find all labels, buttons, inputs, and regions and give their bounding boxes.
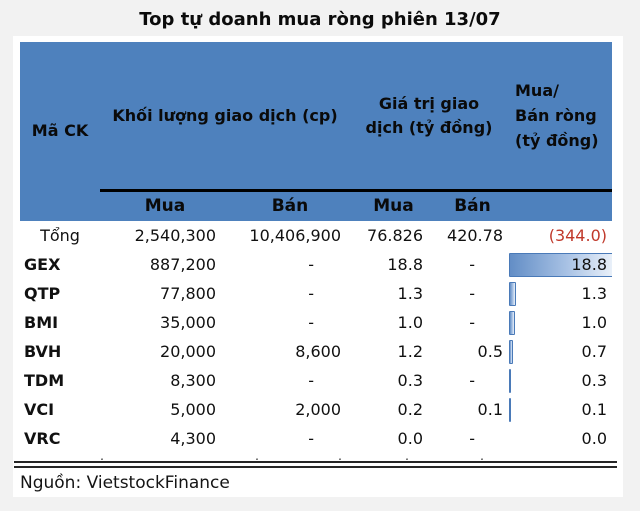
page: Top tự doanh mua ròng phiên 13/07 Mã CK … [13, 9, 623, 497]
table-row: QTP 77,800 - 1.3 - 1.3 [20, 279, 612, 308]
cell-code: VCI [24, 400, 55, 419]
cell-code: BMI [24, 313, 59, 332]
subheader-spacer [20, 189, 100, 221]
cell-vol-buy: 887,200 [149, 255, 216, 274]
net-value: 18.8 [571, 255, 607, 274]
header-row-sub: Mua Bán Mua Bán [20, 189, 612, 221]
cell-val-buy: 1.3 [397, 284, 423, 303]
cell-code: GEX [24, 255, 61, 274]
total-vol-sell: 10,406,900 [249, 226, 341, 245]
header-row-groups: Mã CK Khối lượng giao dịch (cp) Giá trị … [20, 42, 612, 189]
table-row: VRC 4,300 - 0.0 - 0.0 [20, 424, 612, 453]
subheader-val-buy: Mua [350, 189, 437, 221]
cell-val-sell: 0.1 [477, 400, 503, 419]
table-panel: Mã CK Khối lượng giao dịch (cp) Giá trị … [13, 36, 623, 497]
clipped-glyph: , [338, 453, 342, 460]
clipped-glyph: , [405, 453, 409, 460]
net-data-bar [509, 252, 612, 277]
net-data-bar [509, 310, 515, 335]
cell-val-sell: - [469, 371, 475, 390]
subheader-val-sell: Bán [437, 189, 508, 221]
bottom-double-rule [14, 461, 617, 468]
net-value: 0.3 [581, 371, 607, 390]
cell-net: 0.3 [508, 366, 612, 395]
source-caption: Nguồn: VietstockFinance [20, 473, 230, 493]
net-header-line: Bán ròng [515, 106, 597, 125]
cell-vol-buy: 4,300 [170, 429, 216, 448]
col-header-volume-group: Khối lượng giao dịch (cp) [112, 106, 338, 125]
clipped-glyph: , [480, 453, 484, 460]
total-vol-buy: 2,540,300 [134, 226, 216, 245]
cell-val-sell: 0.5 [477, 342, 503, 361]
cell-val-buy: 0.2 [397, 400, 423, 419]
cell-val-buy: 0.3 [397, 371, 423, 390]
cell-vol-buy: 5,000 [170, 400, 216, 419]
table-header: Mã CK Khối lượng giao dịch (cp) Giá trị … [20, 42, 612, 221]
table-row: BVH 20,000 8,600 1.2 0.5 0.7 [20, 337, 612, 366]
total-label: Tổng [40, 226, 80, 245]
cell-vol-sell: 8,600 [295, 342, 341, 361]
page-title: Top tự doanh mua ròng phiên 13/07 [139, 9, 501, 30]
subheader-vol-buy: Mua [100, 189, 230, 221]
clipped-glyph: , [255, 453, 259, 460]
cell-val-sell: - [469, 284, 475, 303]
cell-net: 18.8 [508, 250, 612, 279]
cell-vol-sell: - [308, 429, 314, 448]
net-header-line: Mua/ [515, 81, 559, 100]
cell-val-sell: - [469, 429, 475, 448]
cell-vol-sell: 2,000 [295, 400, 341, 419]
cell-net: 0.0 [508, 424, 612, 453]
net-value: 1.3 [581, 284, 607, 303]
cell-code: BVH [24, 342, 62, 361]
data-table: Mã CK Khối lượng giao dịch (cp) Giá trị … [20, 36, 612, 460]
cell-net: 1.3 [508, 279, 612, 308]
total-val-buy: 76.826 [367, 226, 423, 245]
cell-val-buy: 18.8 [387, 255, 423, 274]
cell-val-buy: 0.0 [397, 429, 423, 448]
cell-vol-sell: - [308, 284, 314, 303]
subheader-vol-sell: Bán [230, 189, 350, 221]
table-row: VCI 5,000 2,000 0.2 0.1 0.1 [20, 395, 612, 424]
net-data-bar [509, 281, 517, 306]
cell-vol-buy: 20,000 [160, 342, 216, 361]
net-value: 0.0 [581, 429, 607, 448]
total-row: Tổng 2,540,300 10,406,900 76.826 420.78 … [20, 221, 612, 250]
table-body: Tổng 2,540,300 10,406,900 76.826 420.78 … [20, 221, 612, 460]
cell-vol-sell: - [308, 313, 314, 332]
cell-vol-buy: 8,300 [170, 371, 216, 390]
col-header-value-group-text: Giá trị giao dịch (tỷ đồng) [365, 93, 493, 137]
cell-code: TDM [24, 371, 65, 390]
col-header-net: Mua/ Bán ròng (tỷ đồng) [508, 78, 612, 153]
cell-vol-sell: - [308, 255, 314, 274]
net-value: 0.1 [581, 400, 607, 419]
cell-code: VRC [24, 429, 61, 448]
table-row: GEX 887,200 - 18.8 - 18.8 [20, 250, 612, 279]
col-header-value-group: Giá trị giao dịch (tỷ đồng) [350, 92, 508, 140]
cell-net: 0.1 [508, 395, 612, 424]
cell-val-buy: 1.2 [397, 342, 423, 361]
total-val-sell: 420.78 [447, 226, 503, 245]
cell-net: 0.7 [508, 337, 612, 366]
clipped-row: , , , , , [20, 453, 612, 460]
net-data-bar [509, 397, 511, 422]
net-data-bar [509, 368, 511, 393]
subheader-net-spacer [508, 189, 612, 221]
table-row: TDM 8,300 - 0.3 - 0.3 [20, 366, 612, 395]
cell-net: 1.0 [508, 308, 612, 337]
net-value: 0.7 [581, 342, 607, 361]
cell-vol-buy: 77,800 [160, 284, 216, 303]
net-data-bar [509, 339, 513, 364]
cell-val-buy: 1.0 [397, 313, 423, 332]
table-row: BMI 35,000 - 1.0 - 1.0 [20, 308, 612, 337]
cell-code: QTP [24, 284, 61, 303]
net-value: 1.0 [581, 313, 607, 332]
cell-vol-buy: 35,000 [160, 313, 216, 332]
cell-vol-sell: - [308, 371, 314, 390]
net-header-line: (tỷ đồng) [515, 131, 599, 150]
cell-val-sell: - [469, 313, 475, 332]
total-net: (344.0) [548, 226, 607, 245]
cell-val-sell: - [469, 255, 475, 274]
clipped-glyph: , [100, 453, 104, 460]
col-header-ma-ck: Mã CK [31, 121, 89, 140]
